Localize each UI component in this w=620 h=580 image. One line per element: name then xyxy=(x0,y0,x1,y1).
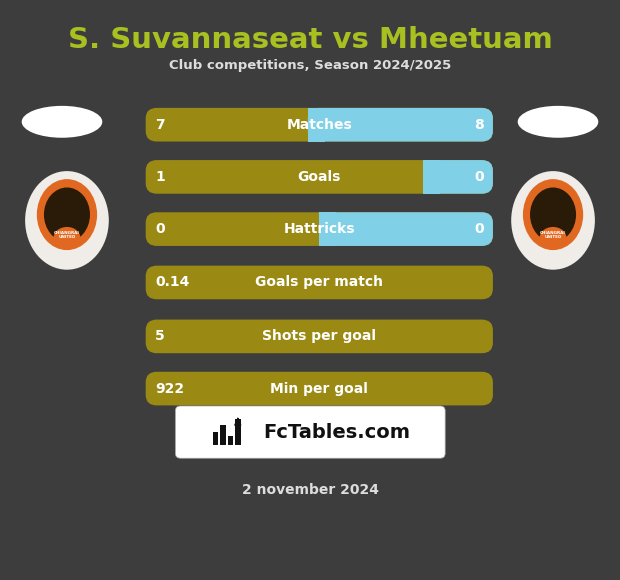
Bar xyxy=(213,432,218,445)
Ellipse shape xyxy=(22,106,102,137)
Text: 922: 922 xyxy=(155,382,184,396)
Ellipse shape xyxy=(523,179,583,250)
FancyBboxPatch shape xyxy=(146,212,493,246)
FancyBboxPatch shape xyxy=(146,320,493,353)
Ellipse shape xyxy=(25,171,109,270)
Text: S. Suvannaseat vs Mheetuam: S. Suvannaseat vs Mheetuam xyxy=(68,26,552,54)
FancyBboxPatch shape xyxy=(175,406,445,458)
FancyBboxPatch shape xyxy=(146,108,493,142)
Text: CHIANGRAI
UNITED: CHIANGRAI UNITED xyxy=(54,231,80,239)
Text: Shots per goal: Shots per goal xyxy=(262,329,376,343)
Text: Goals per match: Goals per match xyxy=(255,276,383,289)
Ellipse shape xyxy=(44,187,90,242)
Text: FcTables.com: FcTables.com xyxy=(263,423,410,441)
Ellipse shape xyxy=(37,179,97,250)
Text: 8: 8 xyxy=(474,118,484,132)
Text: 0: 0 xyxy=(155,222,165,236)
Ellipse shape xyxy=(53,227,81,249)
Text: Goals: Goals xyxy=(298,170,341,184)
Text: 0: 0 xyxy=(474,170,484,184)
Bar xyxy=(423,160,440,194)
Text: Matches: Matches xyxy=(286,118,352,132)
Text: 2 november 2024: 2 november 2024 xyxy=(242,483,378,497)
Bar xyxy=(235,419,241,445)
Ellipse shape xyxy=(518,106,598,137)
Ellipse shape xyxy=(511,171,595,270)
FancyBboxPatch shape xyxy=(308,108,493,142)
Text: 0: 0 xyxy=(474,222,484,236)
Text: 0.14: 0.14 xyxy=(155,276,189,289)
Text: Hattricks: Hattricks xyxy=(283,222,355,236)
Text: 1: 1 xyxy=(155,170,165,184)
Ellipse shape xyxy=(530,187,576,242)
FancyBboxPatch shape xyxy=(146,160,493,194)
FancyBboxPatch shape xyxy=(423,160,493,194)
Bar xyxy=(220,425,226,445)
Text: 5: 5 xyxy=(155,329,165,343)
Text: Min per goal: Min per goal xyxy=(270,382,368,396)
Bar xyxy=(308,108,325,142)
FancyBboxPatch shape xyxy=(146,372,493,405)
Bar xyxy=(319,212,336,246)
Text: Club competitions, Season 2024/2025: Club competitions, Season 2024/2025 xyxy=(169,59,451,72)
FancyBboxPatch shape xyxy=(146,266,493,299)
Ellipse shape xyxy=(539,227,567,249)
Bar xyxy=(228,436,233,445)
Text: 7: 7 xyxy=(155,118,165,132)
FancyBboxPatch shape xyxy=(319,212,493,246)
Text: CHIANGRAI
UNITED: CHIANGRAI UNITED xyxy=(540,231,566,239)
